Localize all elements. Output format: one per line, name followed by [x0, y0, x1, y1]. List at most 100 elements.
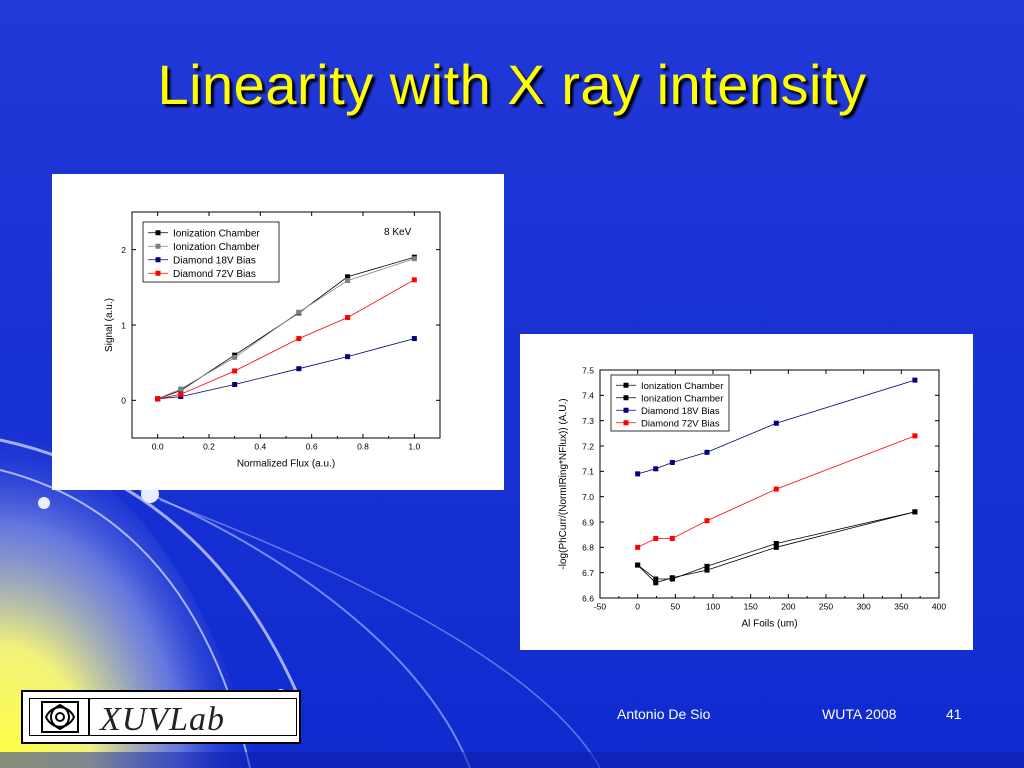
signal-vs-flux-chart: 0.0 0.2 0.4 0.6 0.8 1.0 0 1 2 Normalized Flux (a.… [104, 211, 441, 470]
y-tick-label: 7.2 [582, 441, 594, 451]
data-point [296, 366, 302, 372]
data-point [653, 535, 659, 541]
legend-marker [623, 407, 629, 413]
series-line [157, 258, 415, 400]
y-tick-label: 7.4 [582, 391, 594, 401]
x-tick-label: 0.2 [203, 442, 215, 452]
data-point [669, 459, 675, 465]
data-point [178, 386, 184, 392]
knot-icon [41, 701, 79, 733]
data-point [635, 562, 641, 568]
legend-marker [155, 230, 161, 236]
data-point [669, 576, 675, 582]
y-tick-label: 0 [121, 396, 126, 406]
legend-label: Diamond 18V Bias [173, 255, 256, 266]
data-point [635, 471, 641, 477]
series-line [157, 279, 415, 400]
legend-marker [155, 257, 161, 263]
legend-label: Diamond 72V Bias [173, 269, 256, 280]
data-point [653, 580, 659, 586]
x-tick-label: 1.0 [408, 442, 420, 452]
y-tick-label: 7.3 [582, 416, 594, 426]
bubble [38, 497, 50, 509]
data-point [704, 518, 710, 524]
x-axis-label: Normalized Flux (a.u.) [237, 459, 335, 470]
data-point [635, 544, 641, 550]
x-tick-label: -50 [594, 602, 607, 612]
footer-event: WUTA 2008 [822, 706, 897, 722]
data-point [411, 277, 417, 283]
x-tick-label: 100 [706, 602, 720, 612]
data-point [178, 391, 184, 397]
x-tick-label: 150 [744, 602, 758, 612]
data-point [773, 420, 779, 426]
chart-annotation: 8 KeV [384, 227, 412, 238]
legend-marker [623, 382, 629, 388]
data-point [232, 382, 238, 388]
data-point [345, 274, 351, 280]
data-point [912, 509, 918, 515]
attenuation-vs-foils-chart: -50 0 50 100 150 200 250 300 350 400 6.6 6.7 6.8 6.9 7… [558, 365, 946, 630]
data-point [704, 449, 710, 455]
legend-marker [155, 270, 161, 276]
legend-label: Diamond 72V Bias [641, 418, 720, 429]
y-tick-label: 7.0 [582, 492, 594, 502]
data-point [773, 486, 779, 492]
x-tick-label: 0 [635, 602, 640, 612]
y-tick-label: 6.6 [582, 593, 594, 603]
y-tick-label: 1 [121, 320, 126, 330]
data-point [669, 535, 675, 541]
series-line [157, 256, 415, 400]
footer-author: Antonio De Sio [617, 706, 711, 722]
x-tick-label: 400 [932, 602, 946, 612]
data-point [232, 368, 238, 374]
slide-title: Linearity with X ray intensity [157, 53, 867, 116]
data-point [232, 354, 238, 360]
y-tick-label: 7.1 [582, 467, 594, 477]
x-tick-label: 0.4 [254, 442, 266, 452]
x-tick-label: 350 [894, 602, 908, 612]
data-point [912, 377, 918, 383]
legend-box [610, 374, 730, 432]
data-point [345, 314, 351, 320]
legend-marker [623, 395, 629, 401]
series-line [637, 511, 915, 580]
footer-page-number: 41 [946, 706, 962, 722]
series-line [637, 435, 916, 548]
data-point [773, 544, 779, 550]
legend-label: Ionization Chamber [173, 242, 260, 253]
data-point [653, 466, 659, 472]
y-tick-label: 6.8 [582, 543, 594, 553]
data-point [345, 354, 351, 360]
series-line [637, 379, 916, 475]
x-tick-label: 0.6 [306, 442, 318, 452]
logo-text: XUVLab [100, 701, 225, 738]
x-tick-label: 50 [671, 602, 681, 612]
x-tick-label: 300 [857, 602, 871, 612]
data-point [653, 576, 659, 582]
y-tick-label: 7.5 [582, 365, 594, 375]
yellow-swoosh [0, 420, 260, 768]
x-tick-label: 0.0 [152, 442, 164, 452]
x-tick-label: 250 [819, 602, 833, 612]
data-point [773, 541, 779, 547]
x-tick-label: 0.8 [357, 442, 369, 452]
data-point [704, 563, 710, 569]
legend-label: Ionization Chamber [641, 393, 723, 404]
series-line [157, 338, 415, 400]
legend-label: Ionization Chamber [641, 381, 723, 392]
xuvlab-logo: XUVLab [21, 690, 301, 744]
legend-marker [155, 243, 161, 249]
x-axis-label: Al Foils (um) [741, 619, 797, 630]
data-point [345, 278, 351, 284]
data-point [296, 336, 302, 342]
legend-marker [623, 420, 629, 426]
legend-label: Diamond 18V Bias [641, 406, 720, 417]
series-line [637, 511, 915, 584]
data-point [411, 336, 417, 342]
data-point [704, 567, 710, 573]
y-tick-label: 6.7 [582, 568, 594, 578]
legend-label: Ionization Chamber [173, 228, 260, 239]
legend-box [142, 221, 280, 283]
y-axis-label: -log(PhCurr/(NormIRing*NFlux)) (A.U.) [558, 398, 569, 569]
